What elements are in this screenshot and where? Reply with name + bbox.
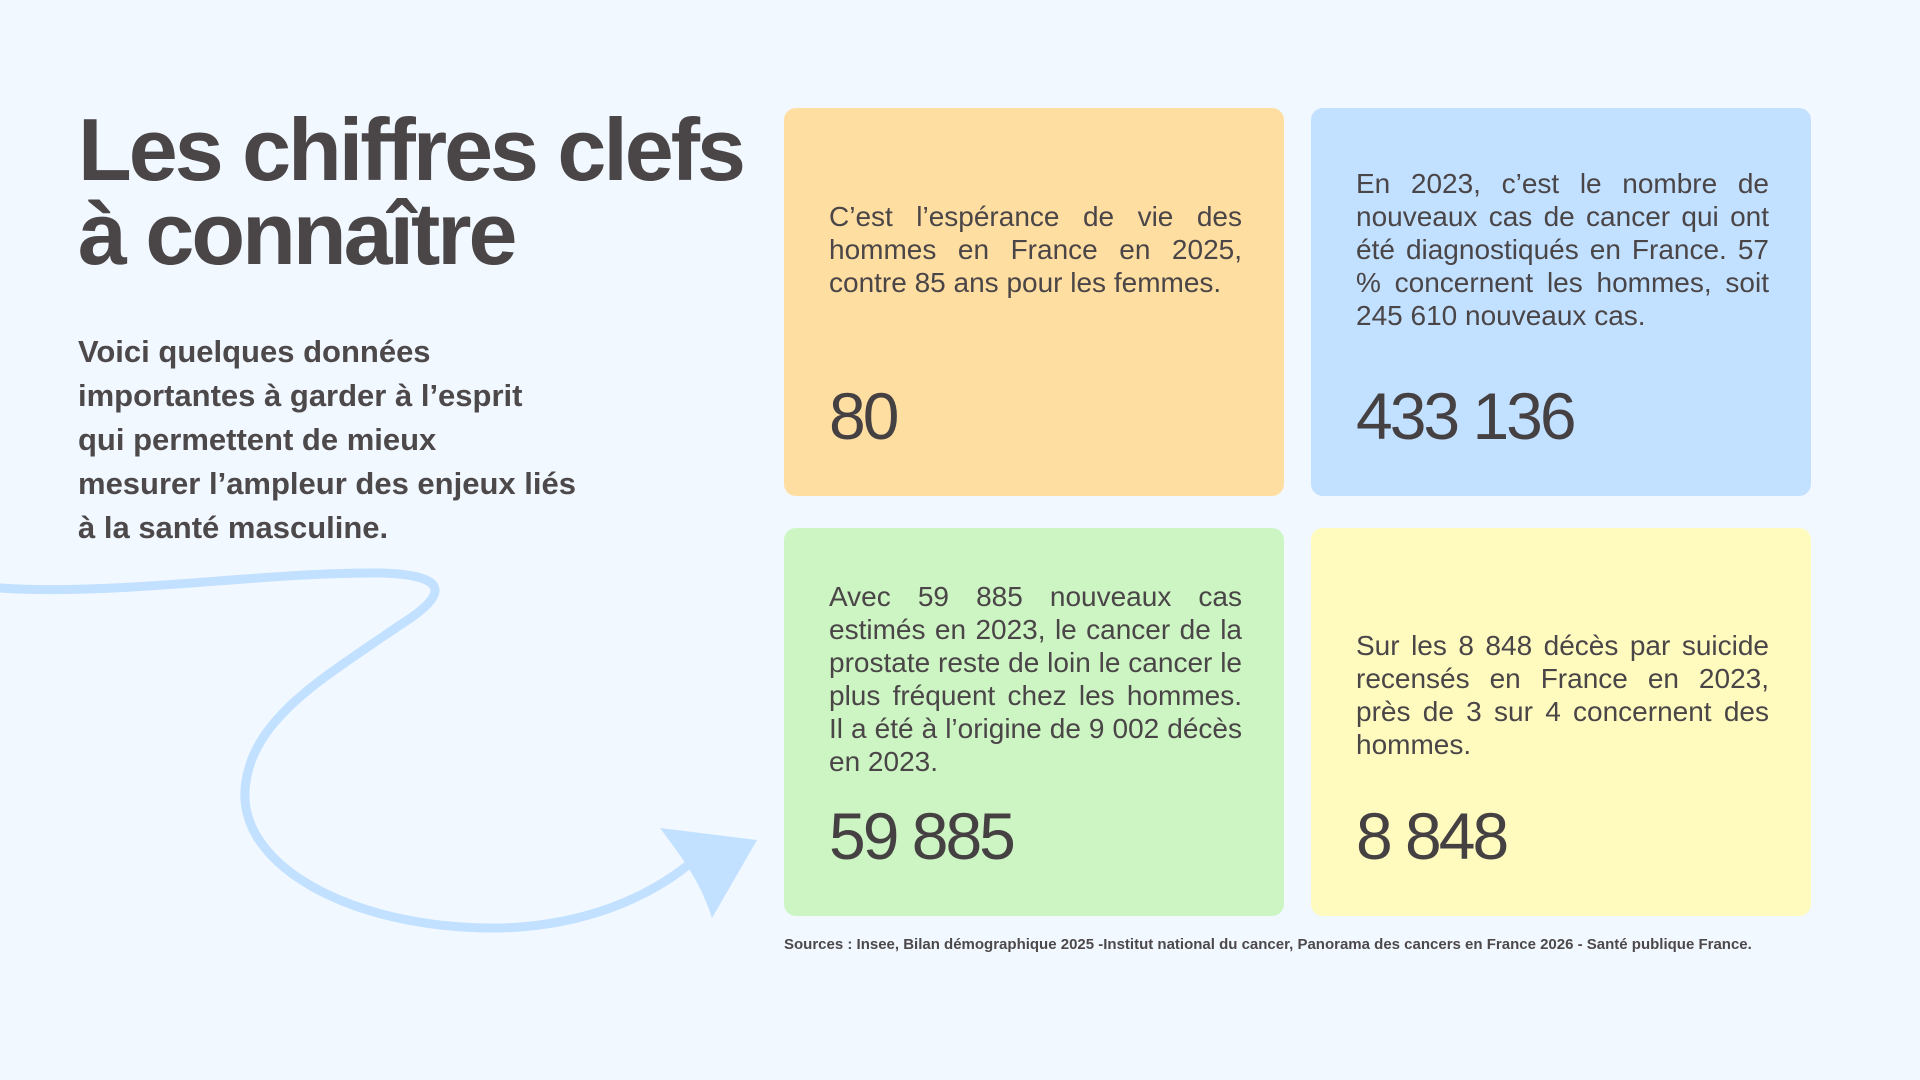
curved-arrow-icon: [0, 568, 757, 933]
stat-card-suicide: Sur les 8 848 décès par suicide recensés…: [1311, 528, 1811, 916]
stat-card-prostate-cancer: Avec 59 885 nouveaux cas estimés en 2023…: [784, 528, 1284, 916]
card-description: Avec 59 885 nouveaux cas estimés en 2023…: [829, 581, 1242, 777]
stat-card-life-expectancy: C’est l’espérance de vie des hommes en F…: [784, 108, 1284, 496]
sources-footnote: Sources : Insee, Bilan démographique 202…: [784, 936, 1752, 953]
card-description: Sur les 8 848 décès par suicide recensés…: [1356, 630, 1769, 760]
card-value: 8 848: [1356, 799, 1509, 873]
page-title: Les chiffres clefs à connaître: [78, 100, 746, 283]
stat-card-cancer-cases: En 2023, c’est le nombre de nouveaux cas…: [1311, 108, 1811, 496]
card-value: 433 136: [1356, 379, 1577, 453]
card-value: 80: [829, 379, 899, 453]
card-description: C’est l’espérance de vie des hommes en F…: [829, 201, 1242, 298]
card-value: 59 885: [829, 799, 1016, 873]
intro-text: Voici quelques données importantes à gar…: [78, 334, 576, 545]
card-description: En 2023, c’est le nombre de nouveaux cas…: [1356, 168, 1769, 331]
